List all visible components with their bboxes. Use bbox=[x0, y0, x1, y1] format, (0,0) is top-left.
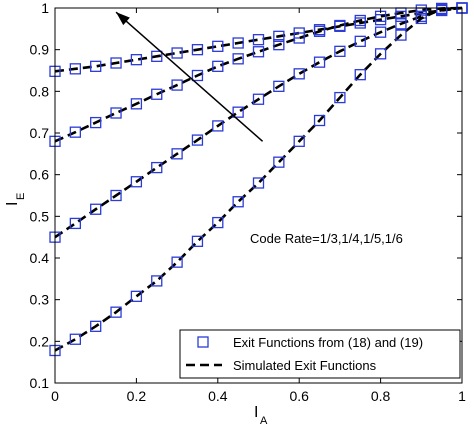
exit-function-marker bbox=[232, 37, 244, 49]
legend-label-exit-functions: Exit Functions from (18) and (19) bbox=[233, 335, 423, 350]
exit-function-marker bbox=[212, 60, 224, 72]
simulated-exit-line-3 bbox=[54, 6, 463, 239]
exit-function-marker bbox=[69, 217, 81, 230]
y-tick-label: 0.3 bbox=[30, 292, 50, 308]
y-tick-label: 0.7 bbox=[30, 125, 50, 141]
exit-function-marker bbox=[334, 19, 346, 32]
exit-function-marker bbox=[69, 333, 81, 345]
exit-function-marker bbox=[130, 290, 143, 302]
exit-function-marker bbox=[110, 57, 122, 69]
legend-box bbox=[179, 329, 461, 379]
exit-function-marker bbox=[273, 156, 285, 168]
exit-function-marker bbox=[212, 120, 224, 132]
x-tick-label: 0.8 bbox=[371, 388, 391, 404]
exit-function-marker bbox=[374, 26, 387, 38]
exit-function-marker bbox=[273, 30, 285, 42]
y-axis-title-group: IE bbox=[4, 193, 27, 206]
y-axis-subscript: E bbox=[15, 193, 27, 200]
exit-function-marker bbox=[151, 161, 163, 174]
exit-function-marker bbox=[354, 14, 366, 27]
exit-function-marker bbox=[151, 50, 163, 62]
exit-function-marker bbox=[110, 306, 122, 318]
annotation-text: Code Rate=1/3,1/4,1/5,1/6 bbox=[250, 231, 403, 246]
exit-function-marker bbox=[334, 91, 346, 104]
exit-function-marker bbox=[273, 39, 285, 51]
y-tick-label: 0.5 bbox=[30, 208, 50, 224]
exit-function-marker bbox=[354, 35, 366, 47]
exit-function-marker bbox=[191, 235, 204, 247]
y-tick-label: 0.2 bbox=[30, 333, 50, 349]
exit-function-marker bbox=[90, 116, 102, 129]
exit-function-marker bbox=[293, 32, 305, 44]
exit-function-marker bbox=[313, 25, 326, 37]
exit-function-marker bbox=[69, 126, 81, 138]
exit-function-marker bbox=[110, 107, 122, 119]
exit-function-marker bbox=[415, 12, 427, 25]
x-tick-label: 0.2 bbox=[127, 388, 147, 404]
y-tick-label: 0.6 bbox=[30, 167, 50, 183]
exit-function-marker bbox=[252, 177, 265, 189]
exit-function-marker bbox=[212, 216, 224, 229]
exit-function-marker bbox=[171, 256, 183, 268]
exit-function-marker bbox=[252, 46, 265, 58]
y-tick-label: 0.4 bbox=[30, 250, 50, 266]
x-tick-label: 0.4 bbox=[208, 388, 228, 404]
exit-function-marker bbox=[374, 48, 387, 60]
y-tick-label: 0.8 bbox=[30, 83, 50, 99]
exit-function-marker bbox=[151, 88, 163, 100]
exit-function-marker bbox=[90, 320, 102, 332]
y-tick-label: 0.1 bbox=[30, 375, 50, 391]
exit-function-marker bbox=[232, 53, 244, 65]
exit-function-marker bbox=[130, 54, 143, 66]
x-tick-label: 1 bbox=[458, 388, 466, 404]
exit-function-marker bbox=[293, 68, 305, 80]
exit-function-marker bbox=[313, 56, 326, 68]
exit-function-marker bbox=[334, 45, 346, 57]
legend-marker-square bbox=[197, 336, 209, 348]
exit-function-marker bbox=[212, 40, 224, 52]
exit-function-marker bbox=[232, 106, 244, 118]
exit-function-marker bbox=[110, 189, 122, 202]
exit-function-marker bbox=[90, 60, 102, 72]
exit-function-marker bbox=[395, 29, 407, 41]
exit-function-marker bbox=[191, 44, 204, 56]
x-axis-title: I bbox=[254, 404, 258, 421]
annotation-arrow-line bbox=[115, 11, 264, 142]
exit-function-marker bbox=[415, 4, 427, 16]
y-axis-title: I bbox=[4, 202, 21, 206]
exit-function-marker bbox=[354, 69, 366, 81]
exit-function-marker bbox=[435, 3, 448, 15]
exit-function-marker bbox=[191, 69, 204, 82]
exit-function-marker bbox=[151, 275, 163, 287]
y-tick-label: 1 bbox=[41, 0, 49, 16]
simulated-exit-line-1 bbox=[54, 6, 463, 73]
exit-function-marker bbox=[395, 18, 407, 30]
exit-function-marker bbox=[69, 63, 81, 75]
x-tick-label: 0.6 bbox=[289, 388, 309, 404]
y-tick-label: 0.9 bbox=[30, 42, 50, 58]
exit-function-marker bbox=[90, 203, 102, 215]
simulated-exit-line-2 bbox=[54, 6, 463, 143]
exit-function-marker bbox=[313, 114, 326, 127]
exit-function-marker bbox=[293, 135, 305, 147]
exit-function-marker bbox=[191, 134, 204, 146]
exit-function-marker bbox=[273, 80, 285, 92]
exit-function-marker bbox=[171, 79, 183, 91]
exit-function-marker bbox=[130, 176, 143, 188]
annotation-arrow-head bbox=[116, 12, 130, 26]
x-tick-label: 0 bbox=[51, 388, 59, 404]
exit-function-marker bbox=[130, 98, 143, 110]
exit-function-marker bbox=[171, 47, 183, 59]
exit-function-marker bbox=[232, 196, 244, 208]
x-axis-subscript: A bbox=[260, 415, 268, 427]
exit-function-marker bbox=[171, 148, 183, 160]
exit-function-marker bbox=[252, 93, 265, 105]
legend-label-simulated: Simulated Exit Functions bbox=[233, 358, 377, 373]
exit-function-marker bbox=[252, 34, 265, 46]
plot-frame bbox=[54, 7, 463, 384]
